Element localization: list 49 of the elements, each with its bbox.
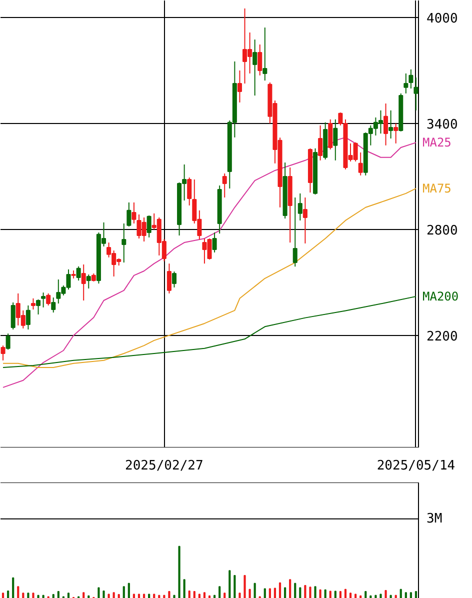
candlestick: [408, 68, 414, 89]
candlestick: [384, 103, 388, 146]
candlestick: [187, 177, 192, 206]
candlestick: [126, 202, 132, 227]
candlestick: [36, 298, 41, 315]
candlestick: [358, 152, 363, 176]
candlestick: [292, 197, 298, 268]
series-label: MA25: [422, 136, 452, 150]
candlestick: [388, 110, 394, 139]
candlestick: [132, 202, 136, 224]
candlestick: [394, 122, 398, 144]
series-label: MA75: [422, 181, 452, 196]
y-tick-label: 2200: [426, 329, 458, 344]
y-tick-label: 3400: [426, 117, 458, 132]
candlestick: [51, 297, 56, 314]
series-label: MA200: [422, 289, 459, 304]
candlestick: [76, 266, 81, 282]
candlestick: [302, 197, 308, 244]
x-tick-label: 2025/02/27: [125, 458, 204, 474]
candlestick: [222, 172, 227, 198]
line-series: [2, 188, 416, 368]
candlestick: [86, 274, 91, 289]
candlestick: [26, 304, 30, 330]
candlestick: [6, 333, 10, 350]
candlestick: [30, 298, 36, 310]
line-series: [2, 296, 416, 368]
y-tick-label: 3M: [426, 511, 442, 526]
y-tick-label: 2800: [426, 223, 458, 238]
candlestick: [81, 264, 86, 301]
candlestick: [318, 124, 323, 161]
candlestick: [41, 292, 46, 308]
x-tick-label: 2025/05/14: [376, 458, 456, 474]
candlestick: [252, 39, 258, 96]
candlestick: [262, 27, 268, 82]
y-tick-label: 4000: [426, 11, 458, 26]
candlestick: [414, 77, 418, 111]
candlestick: [172, 271, 177, 288]
candlestick: [212, 232, 217, 253]
candlestick: [258, 44, 262, 76]
candlestick: [298, 192, 302, 221]
candlestick: [146, 215, 152, 238]
candlestick: [166, 263, 172, 294]
candlestick: [333, 118, 338, 161]
candlestick: [0, 345, 6, 361]
candlestick: [122, 222, 126, 264]
candlestick: [46, 292, 51, 306]
candlestick: [404, 72, 408, 94]
candlestick: [237, 70, 242, 103]
candlestick: [10, 302, 16, 330]
